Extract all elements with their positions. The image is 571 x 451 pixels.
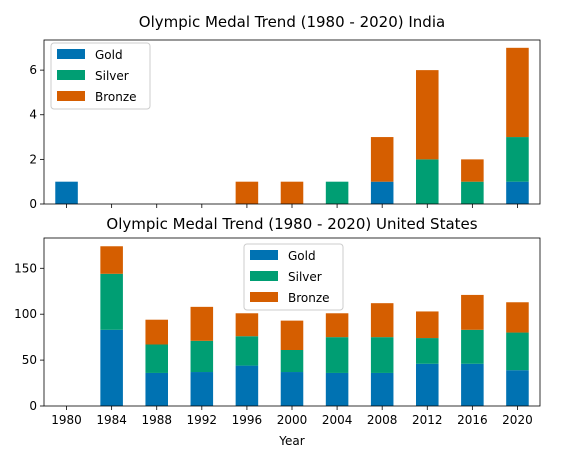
bar-bronze-2016 [461,294,484,330]
y-tick-label: 100 [14,307,37,321]
bar-silver-2004 [325,337,349,373]
y-tick-label: 150 [14,261,37,275]
legend-label-gold: Gold [95,48,123,62]
y-tick-label: 0 [29,197,37,211]
bar-silver-2016 [461,181,484,204]
bar-bronze-2016 [461,159,484,182]
y-tick-label: 2 [29,152,37,166]
bar-silver-2020 [506,332,529,371]
x-tick-label: 2012 [412,413,443,427]
bar-silver-2000 [280,350,304,373]
legend-swatch-bronze [250,292,278,302]
bar-gold-2020 [506,370,529,406]
legend: Gold Silver Bronze [243,243,344,311]
bar-gold-1996 [235,365,259,406]
x-tick-label: 1992 [187,413,218,427]
legend-swatch-silver [250,271,278,281]
bar-silver-2016 [461,329,484,364]
bar-silver-2012 [416,159,439,204]
bar-gold-2000 [280,372,304,406]
bar-silver-2008 [370,337,394,373]
bar-gold-2016 [461,363,484,406]
bar-silver-2012 [416,338,439,364]
bar-gold-1984 [100,329,123,406]
bar-silver-1996 [235,336,259,366]
bar-bronze-1984 [100,246,123,274]
y-tick-label: 50 [22,353,37,367]
legend-label-silver: Silver [95,69,129,83]
bar-bronze-2008 [370,303,394,338]
x-tick-label: 1980 [51,413,82,427]
legend-swatch-gold [57,49,85,59]
us-medal-chart: Olympic Medal Trend (1980 - 2020) United… [14,215,541,448]
y-tick-label: 0 [29,399,37,413]
bar-silver-2004 [325,181,349,204]
x-tick-label: 1996 [232,413,263,427]
y-tick-label: 6 [29,63,37,77]
bar-bronze-1992 [190,306,214,341]
x-tick-label: 1988 [141,413,172,427]
chart-title: Olympic Medal Trend (1980 - 2020) United… [106,215,477,233]
x-tick-label: 1984 [96,413,127,427]
x-tick-label: 2000 [277,413,308,427]
bar-bronze-1988 [145,319,168,345]
bar-gold-2008 [370,181,394,204]
bar-bronze-2012 [416,70,439,160]
bar-silver-1988 [145,344,168,373]
bar-gold-2020 [506,181,529,204]
bar-gold-2004 [325,372,349,406]
bar-bronze-2012 [416,311,439,339]
legend-label-bronze: Bronze [288,291,330,305]
bar-gold-1980 [55,181,78,204]
x-tick-label: 2008 [367,413,398,427]
x-tick-label: 2004 [322,413,353,427]
legend-swatch-silver [57,70,85,80]
bar-silver-1992 [190,340,214,373]
x-tick-label: 2016 [457,413,488,427]
bar-bronze-2020 [506,47,529,138]
bar-silver-2020 [506,137,529,182]
legend-label-bronze: Bronze [95,90,137,104]
x-axis-label: Year [278,434,304,448]
legend-swatch-gold [250,250,278,260]
y-tick-label: 4 [29,108,37,122]
legend-swatch-bronze [57,91,85,101]
bar-bronze-2000 [280,181,304,204]
bar-bronze-2004 [325,313,349,338]
bar-gold-2012 [416,363,439,406]
bar-gold-1992 [190,372,214,406]
bar-bronze-1996 [235,313,259,337]
bar-gold-2008 [370,372,394,406]
x-tick-label: 2020 [502,413,533,427]
chart-title: Olympic Medal Trend (1980 - 2020) India [139,13,445,31]
bar-bronze-2008 [370,137,394,182]
bar-gold-1988 [145,372,168,406]
legend-label-gold: Gold [288,249,316,263]
bar-bronze-1996 [235,181,259,204]
legend-label-silver: Silver [288,270,322,284]
india-medal-chart: Olympic Medal Trend (1980 - 2020) India 0… [29,13,541,211]
bar-bronze-2020 [506,302,529,333]
bar-silver-1984 [100,273,123,330]
legend: Gold Silver Bronze [50,42,151,110]
bar-bronze-2000 [280,320,304,350]
